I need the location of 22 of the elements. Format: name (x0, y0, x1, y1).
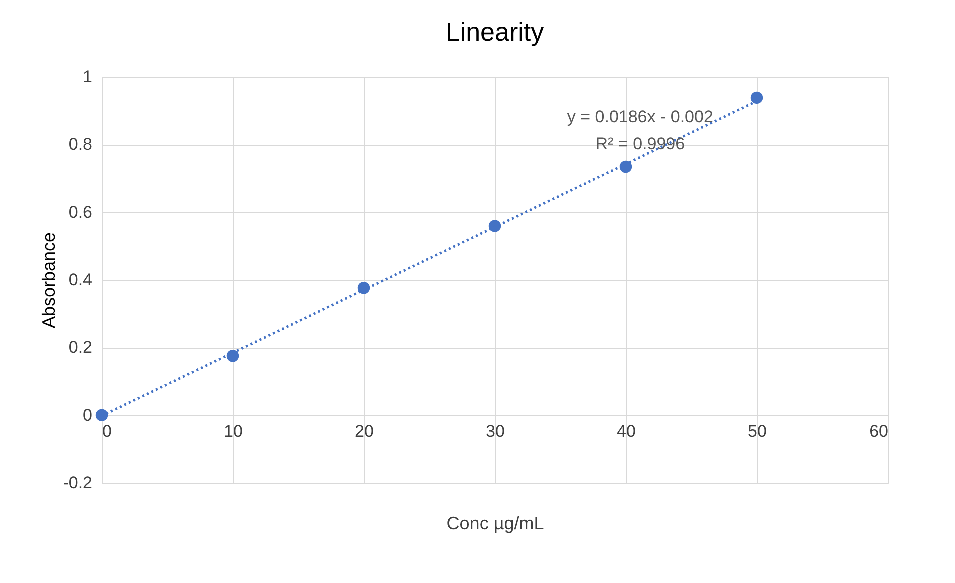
y-tick-label: 0.2 (68, 338, 92, 358)
y-tick-label: 0.8 (68, 135, 92, 154)
x-tick-label: 40 (617, 422, 636, 441)
x-tick-label: 10 (224, 422, 243, 441)
x-axis-title: Conc µg/mL (446, 514, 544, 534)
point (226, 350, 240, 362)
point (750, 92, 764, 104)
x-tick-label: 50 (748, 422, 767, 441)
point (620, 160, 632, 174)
chart-title: Linearity (446, 17, 544, 47)
y-tick-label: 0.4 (68, 270, 92, 290)
x-tick-label: 20 (355, 422, 374, 441)
x-tick-label: 60 (870, 422, 888, 441)
y-tick-label: 0.6 (68, 202, 92, 222)
annotation: y = 0.0186x - 0.002 (567, 108, 714, 127)
point (96, 409, 108, 422)
y-axis-title: Absorbance (39, 232, 60, 329)
y-tick-label: 1 (83, 68, 92, 86)
y-tick-label: -0.2 (63, 474, 92, 492)
y-tick-label: 0 (83, 406, 92, 425)
x-tick-label: 0 (102, 422, 112, 441)
x-tick-label: 30 (486, 422, 505, 441)
